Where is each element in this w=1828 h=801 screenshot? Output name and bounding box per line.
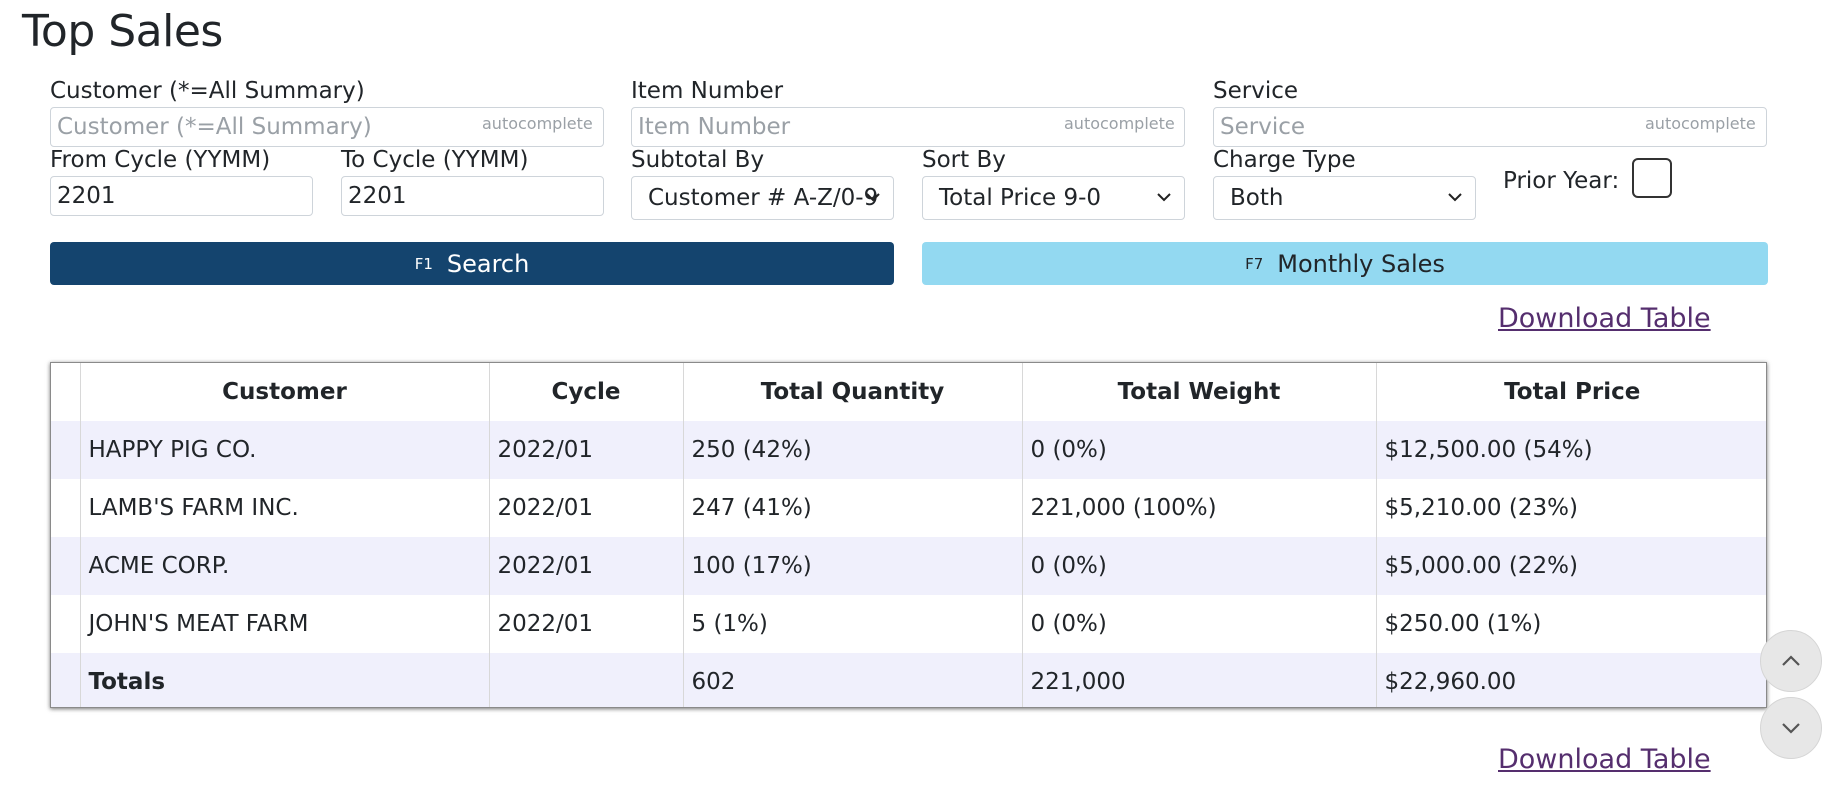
search-button[interactable]: F1 Search (50, 242, 894, 285)
from-cycle-label: From Cycle (YYMM) (50, 147, 271, 173)
scroll-up-button[interactable] (1760, 630, 1822, 692)
price-cell: $250.00 (1%) (1375, 595, 1766, 653)
monthly-sales-shortcut-key: F7 (1245, 254, 1264, 273)
service-label: Service (1213, 78, 1299, 104)
to-cycle-input[interactable] (341, 176, 604, 216)
column-header-customer[interactable]: Customer (79, 363, 489, 421)
weight-cell: 0 (0%) (1021, 421, 1376, 479)
cycle-cell: 2022/01 (488, 479, 683, 537)
row-select-cell[interactable] (51, 479, 80, 537)
chevron-down-icon (1157, 193, 1171, 202)
item-number-label: Item Number (631, 78, 784, 104)
page-title: Top Sales (22, 6, 223, 57)
totals-label: Totals (79, 653, 489, 707)
customer-cell: HAPPY PIG CO. (79, 421, 489, 479)
quantity-cell: 5 (1%) (682, 595, 1022, 653)
row-select-cell[interactable] (51, 595, 80, 653)
sort-by-select[interactable]: Total Price 9-0 (922, 176, 1185, 220)
quantity-cell: 247 (41%) (682, 479, 1022, 537)
price-cell: $12,500.00 (54%) (1375, 421, 1766, 479)
totals-cycle-cell (488, 653, 683, 707)
monthly-sales-button-label: Monthly Sales (1277, 249, 1445, 278)
charge-type-select[interactable]: Both (1213, 176, 1476, 220)
totals-quantity-cell: 602 (682, 653, 1022, 707)
column-header-total-weight[interactable]: Total Weight (1021, 363, 1376, 421)
column-header-select (51, 363, 80, 421)
sort-by-value: Total Price 9-0 (939, 185, 1102, 211)
cycle-cell: 2022/01 (488, 537, 683, 595)
table-row[interactable]: HAPPY PIG CO. 2022/01 250 (42%) 0 (0%) $… (51, 421, 1766, 479)
search-shortcut-key: F1 (414, 254, 433, 273)
price-cell: $5,000.00 (22%) (1375, 537, 1766, 595)
weight-cell: 0 (0%) (1021, 537, 1376, 595)
cycle-cell: 2022/01 (488, 595, 683, 653)
from-cycle-input[interactable] (50, 176, 313, 216)
customer-label: Customer (*=All Summary) (50, 78, 365, 104)
service-input[interactable] (1213, 107, 1767, 147)
column-header-total-price[interactable]: Total Price (1375, 363, 1766, 421)
row-select-cell[interactable] (51, 421, 80, 479)
price-cell: $5,210.00 (23%) (1375, 479, 1766, 537)
subtotal-by-select[interactable]: Customer # A-Z/0-9 (631, 176, 894, 220)
customer-cell: LAMB'S FARM INC. (79, 479, 489, 537)
weight-cell: 0 (0%) (1021, 595, 1376, 653)
service-autocomplete-hint: autocomplete (1645, 114, 1756, 133)
cycle-cell: 2022/01 (488, 421, 683, 479)
charge-type-value: Both (1230, 185, 1284, 211)
customer-cell: JOHN'S MEAT FARM (79, 595, 489, 653)
download-table-link-top[interactable]: Download Table (1498, 303, 1711, 334)
customer-input[interactable] (50, 107, 604, 147)
subtotal-by-label: Subtotal By (631, 147, 765, 173)
chevron-down-icon (1448, 193, 1462, 202)
column-header-cycle[interactable]: Cycle (488, 363, 683, 421)
column-header-total-quantity[interactable]: Total Quantity (682, 363, 1022, 421)
scroll-down-button[interactable] (1760, 697, 1822, 759)
quantity-cell: 100 (17%) (682, 537, 1022, 595)
subtotal-by-value: Customer # A-Z/0-9 (648, 185, 879, 211)
prior-year-label: Prior Year: (1503, 168, 1620, 194)
item-number-input[interactable] (631, 107, 1185, 147)
table-row[interactable]: ACME CORP. 2022/01 100 (17%) 0 (0%) $5,0… (51, 537, 1766, 595)
chevron-down-icon (1782, 723, 1800, 734)
customer-cell: ACME CORP. (79, 537, 489, 595)
sales-table: Customer Cycle Total Quantity Total Weig… (50, 362, 1767, 708)
totals-row: Totals 602 221,000 $22,960.00 (51, 653, 1766, 707)
to-cycle-label: To Cycle (YYMM) (341, 147, 529, 173)
prior-year-checkbox[interactable] (1632, 158, 1672, 198)
row-select-cell[interactable] (51, 537, 80, 595)
search-button-label: Search (446, 249, 530, 278)
row-select-cell (51, 653, 80, 707)
weight-cell: 221,000 (100%) (1021, 479, 1376, 537)
chevron-down-icon (866, 193, 880, 202)
totals-weight-cell: 221,000 (1021, 653, 1376, 707)
table-row[interactable]: JOHN'S MEAT FARM 2022/01 5 (1%) 0 (0%) $… (51, 595, 1766, 653)
monthly-sales-button[interactable]: F7 Monthly Sales (922, 242, 1768, 285)
download-table-link-bottom[interactable]: Download Table (1498, 744, 1711, 775)
sort-by-label: Sort By (922, 147, 1006, 173)
totals-price-cell: $22,960.00 (1375, 653, 1766, 707)
table-row[interactable]: LAMB'S FARM INC. 2022/01 247 (41%) 221,0… (51, 479, 1766, 537)
customer-autocomplete-hint: autocomplete (482, 114, 593, 133)
chevron-up-icon (1782, 655, 1800, 666)
item-number-autocomplete-hint: autocomplete (1064, 114, 1175, 133)
table-header-row: Customer Cycle Total Quantity Total Weig… (51, 363, 1766, 421)
quantity-cell: 250 (42%) (682, 421, 1022, 479)
charge-type-label: Charge Type (1213, 147, 1356, 173)
